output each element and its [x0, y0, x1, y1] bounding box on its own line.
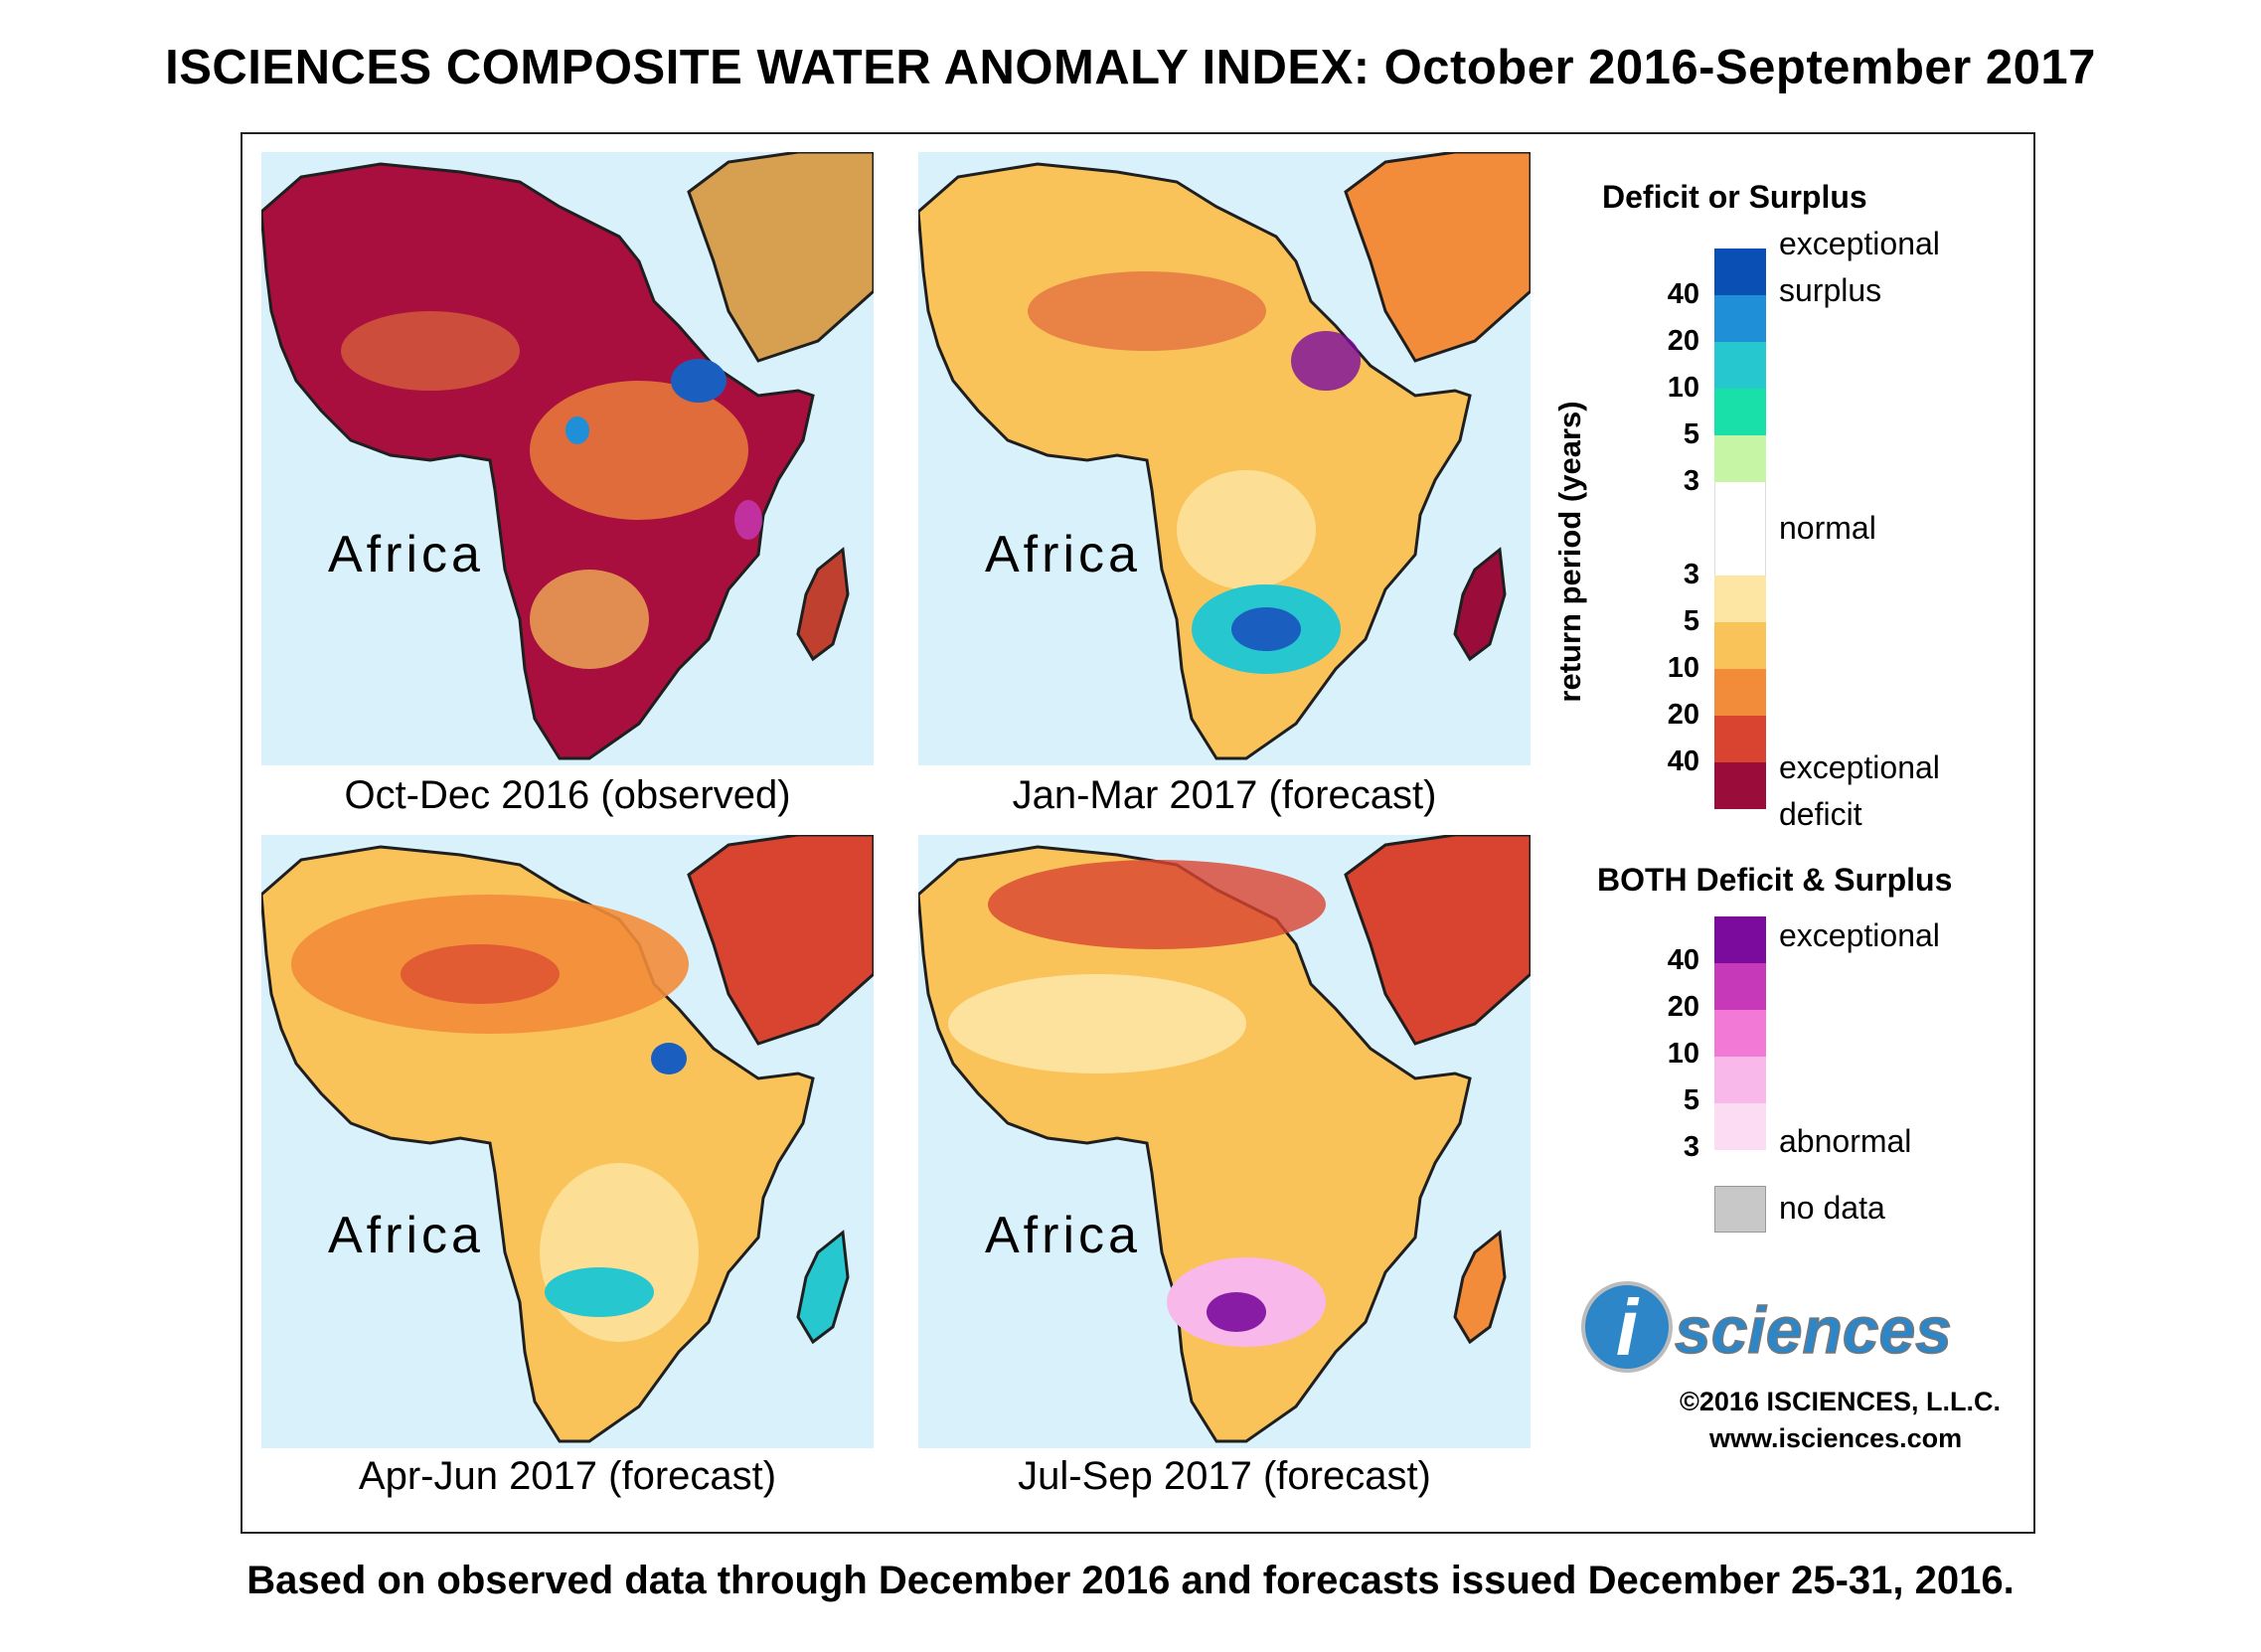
legend-label-both-abnormal: abnormal	[1779, 1123, 1912, 1159]
arabia-landmass	[1344, 152, 1531, 363]
madagascar	[1453, 547, 1507, 662]
normal-patch	[1177, 470, 1316, 589]
legend-tick: 3	[1683, 465, 1699, 497]
legend-label-line: surplus	[1779, 272, 1882, 308]
legend-swatch-surplus-20	[1714, 295, 1766, 342]
legend-tick: 5	[1683, 418, 1699, 450]
both-patch	[734, 500, 762, 540]
legend-tick: 10	[1667, 1038, 1699, 1070]
logo-letter: i	[1616, 1283, 1640, 1372]
madagascar	[796, 547, 850, 662]
legend-swatch-deficit-5	[1714, 622, 1766, 669]
map-panel-jan-mar-2017	[918, 152, 1531, 765]
legend-title-both: BOTH Deficit & Surplus	[1597, 862, 1953, 898]
legend-swatch-both-5	[1714, 1057, 1766, 1103]
panel-caption: Oct-Dec 2016 (observed)	[344, 773, 791, 817]
legend-tick: 20	[1667, 991, 1699, 1023]
legend-swatch-deficit-3	[1714, 576, 1766, 622]
region-label: Africa	[328, 526, 484, 583]
deficit-patch	[530, 381, 748, 520]
region-label: Africa	[328, 1207, 484, 1264]
surplus-patch	[565, 416, 589, 444]
legend-swatch-deficit-40	[1714, 762, 1766, 809]
deficit-patch	[401, 944, 560, 1004]
copyright-text: ©2016 ISCIENCES, L.L.C.	[1680, 1387, 2001, 1416]
legend-label-exceptional-surplus: exceptional surplus	[1779, 221, 1940, 314]
legend-tick: 40	[1667, 745, 1699, 777]
legend-label-exceptional-deficit: exceptional deficit	[1779, 744, 1940, 838]
legend-tick: 10	[1667, 652, 1699, 684]
legend-swatch-both-40	[1714, 916, 1766, 963]
deficit-patch	[341, 311, 520, 391]
surplus-patch	[545, 1267, 654, 1317]
map-panel-jul-sep-2017	[918, 835, 1531, 1448]
deficit-patch	[988, 860, 1326, 949]
page-title: ISCIENCES COMPOSITE WATER ANOMALY INDEX:…	[165, 41, 2096, 94]
legend-label-normal: normal	[1779, 510, 1876, 546]
legend-label-both-exceptional: exceptional	[1779, 917, 1940, 953]
legend-swatch-both-3	[1714, 1103, 1766, 1150]
legend-tick: 5	[1683, 1084, 1699, 1116]
deficit-patch	[530, 570, 649, 669]
panel-caption: Apr-Jun 2017 (forecast)	[358, 1454, 777, 1498]
legend-label-line: deficit	[1779, 796, 1862, 832]
legend-swatch-both-20	[1714, 963, 1766, 1010]
surplus-patch	[651, 1043, 687, 1074]
legend-swatch-surplus-5	[1714, 389, 1766, 435]
legend-swatch-no-data	[1714, 1186, 1766, 1233]
africa-map	[261, 152, 874, 760]
legend-swatch-surplus-3	[1714, 435, 1766, 482]
legend-label-no-data: no data	[1779, 1190, 1885, 1226]
legend-tick: 3	[1683, 1131, 1699, 1163]
logo-text: sciences	[1675, 1293, 1952, 1367]
legend-title-deficit-surplus: Deficit or Surplus	[1602, 179, 1867, 215]
map-panel-apr-jun-2017	[261, 835, 874, 1448]
arabia-landmass	[687, 835, 874, 1046]
legend-tick: 3	[1683, 559, 1699, 590]
legend-swatch-deficit-20	[1714, 716, 1766, 762]
normal-patch	[948, 974, 1246, 1074]
legend-tick: 20	[1667, 325, 1699, 357]
legend-swatch-surplus-10	[1714, 342, 1766, 389]
logo-mark: i sciences	[1581, 1281, 1953, 1373]
madagascar	[1453, 1230, 1507, 1345]
legend-tick: 20	[1667, 699, 1699, 731]
legend-swatch-deficit-10	[1714, 669, 1766, 716]
africa-map	[261, 835, 874, 1443]
website-link[interactable]: www.isciences.com	[1709, 1423, 1963, 1453]
africa-map	[918, 152, 1531, 760]
both-patch	[1291, 331, 1361, 391]
arabia-landmass	[1344, 835, 1531, 1046]
legend-tick: 40	[1667, 944, 1699, 976]
panel-caption: Jan-Mar 2017 (forecast)	[1012, 773, 1437, 817]
arabia-landmass	[687, 152, 874, 363]
madagascar	[796, 1230, 850, 1345]
figure-frame	[241, 132, 2035, 1534]
both-patch	[1207, 1292, 1266, 1332]
region-label: Africa	[985, 526, 1141, 583]
legend-label-line: exceptional	[1779, 749, 1940, 785]
legend-label-line: exceptional	[1779, 226, 1940, 261]
legend-axis-label: return period (years)	[1552, 401, 1587, 703]
map-panel-oct-dec-2016	[261, 152, 874, 765]
isciences-logo: i sciences	[1575, 1277, 2022, 1377]
legend-tick: 10	[1667, 372, 1699, 404]
surplus-patch	[1231, 607, 1301, 651]
legend-swatch-surplus-40	[1714, 248, 1766, 295]
region-label: Africa	[985, 1207, 1141, 1264]
legend-tick: 5	[1683, 605, 1699, 637]
legend-swatch-normal	[1714, 482, 1766, 576]
africa-map	[918, 835, 1531, 1443]
legend-swatch-both-10	[1714, 1010, 1766, 1057]
panel-caption: Jul-Sep 2017 (forecast)	[1018, 1454, 1431, 1498]
surplus-patch	[671, 359, 727, 403]
deficit-patch	[1028, 271, 1266, 351]
legend-tick: 40	[1667, 278, 1699, 310]
footer-note: Based on observed data through December …	[246, 1559, 2015, 1602]
